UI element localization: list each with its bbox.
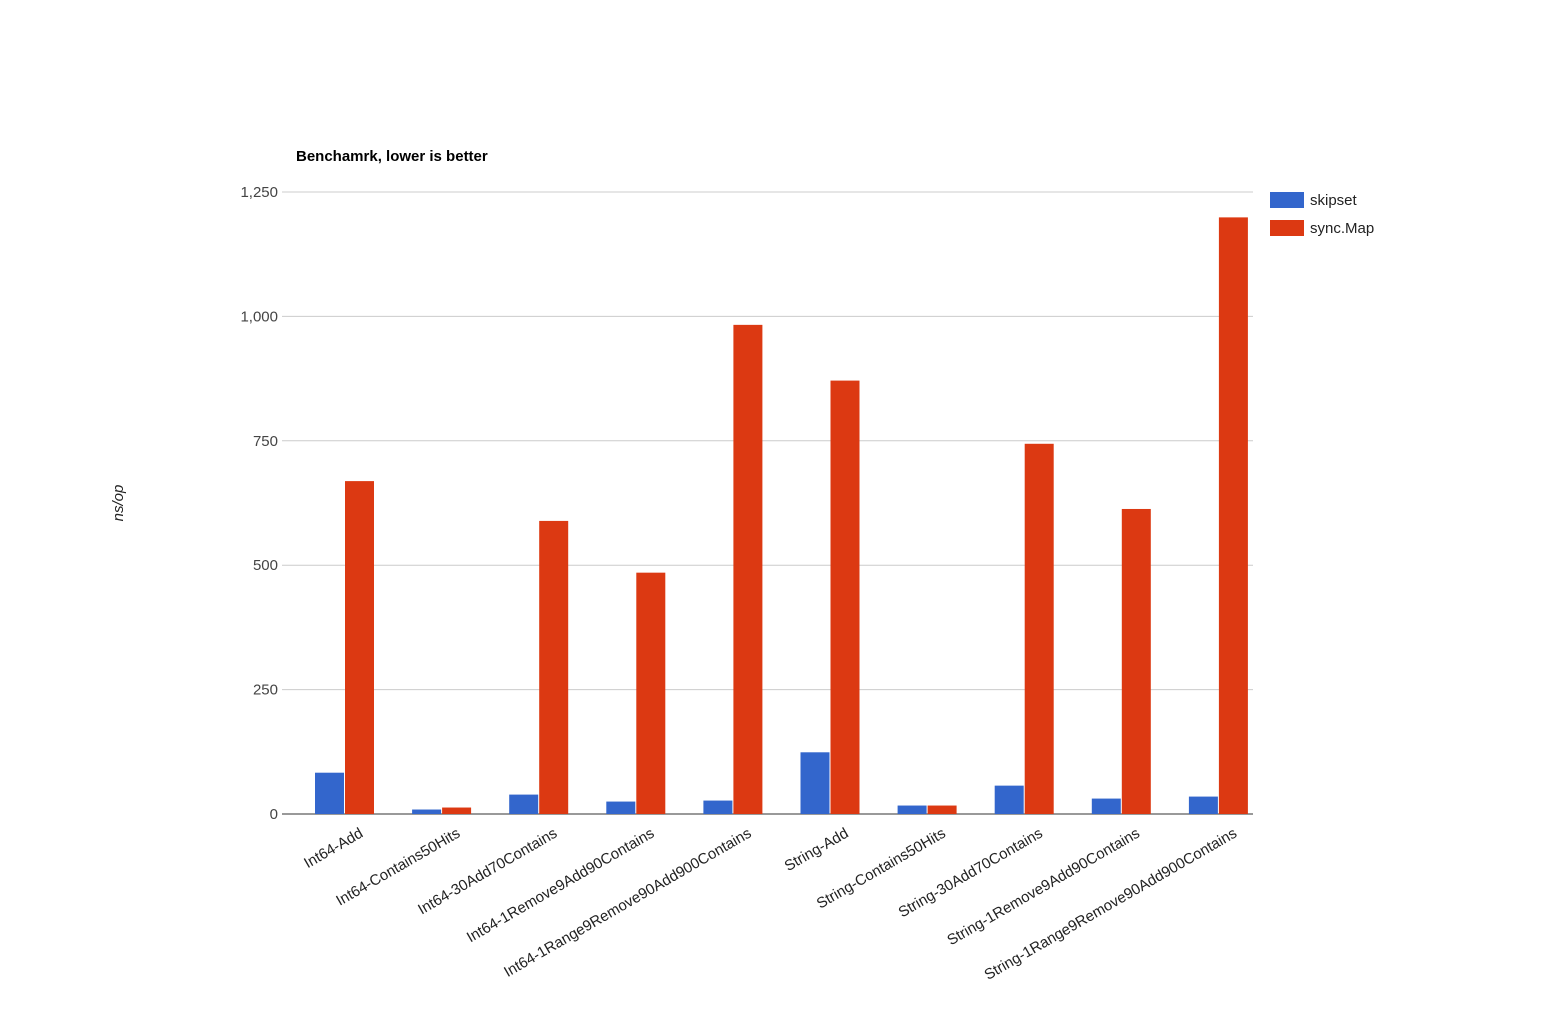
x-category-label: String-Add	[782, 825, 852, 875]
bar-skipset	[606, 801, 636, 814]
bar-skipset	[509, 794, 539, 814]
y-tick-label: 750	[253, 433, 278, 450]
legend-label: sync.Map	[1310, 220, 1374, 237]
bar-skipset	[800, 752, 830, 814]
bar-skipset	[1188, 796, 1218, 814]
y-tick-label: 1,000	[240, 308, 278, 325]
bar-skipset	[412, 809, 442, 814]
bar-sync-map	[830, 380, 860, 814]
bar-sync-map	[442, 807, 472, 814]
bar-sync-map	[1024, 443, 1054, 814]
bar-sync-map	[1121, 508, 1151, 814]
bars	[315, 217, 1248, 815]
y-tick-label: 0	[270, 806, 278, 823]
bar-sync-map	[733, 324, 763, 814]
y-tick-label: 500	[253, 557, 278, 574]
x-category-label: String-1Remove9Add90Contains	[944, 825, 1142, 949]
bar-skipset	[897, 805, 927, 814]
legend-swatch	[1270, 220, 1304, 236]
chart-title: Benchamrk, lower is better	[296, 148, 488, 165]
legend-swatch	[1270, 192, 1304, 208]
y-tick-label: 1,250	[240, 184, 278, 201]
bar-skipset	[994, 785, 1024, 814]
bar-sync-map	[345, 481, 374, 814]
bar-skipset	[315, 772, 344, 814]
bar-sync-map	[539, 520, 569, 814]
bar-sync-map	[636, 572, 666, 814]
bar-sync-map	[1218, 217, 1248, 815]
y-axis-title: ns/op	[110, 485, 127, 522]
x-category-label: Int64-Add	[301, 825, 366, 872]
y-tick-label: 250	[253, 682, 278, 699]
legend: skipset sync.Map	[1270, 192, 1374, 237]
legend-label: skipset	[1310, 192, 1358, 209]
x-axis-categories: Int64-AddInt64-Contains50HitsInt64-30Add…	[301, 825, 1240, 984]
bar-skipset	[1091, 798, 1121, 814]
gridlines	[282, 191, 1253, 815]
bar-sync-map	[927, 805, 957, 814]
bar-skipset	[703, 800, 733, 814]
x-category-label: Int64-1Remove9Add90Contains	[464, 825, 657, 946]
y-axis-ticks: 0 250 500 750 1,000 1,250	[240, 184, 278, 823]
